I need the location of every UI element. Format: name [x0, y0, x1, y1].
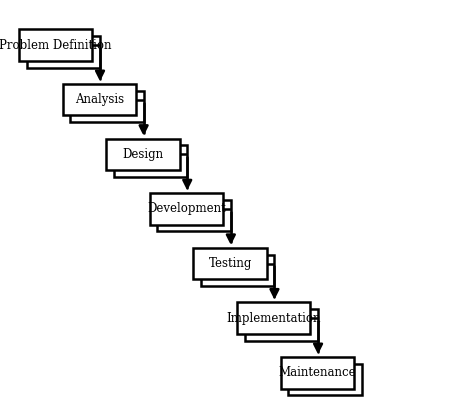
Bar	[106, 139, 180, 170]
Text: Design: Design	[122, 148, 164, 161]
Text: Problem Definition: Problem Definition	[0, 39, 112, 52]
Bar	[288, 364, 362, 395]
Bar	[114, 145, 187, 177]
Bar	[70, 91, 144, 122]
Bar	[201, 255, 274, 286]
Bar	[27, 36, 100, 68]
Text: Maintenance: Maintenance	[279, 366, 356, 379]
Bar	[237, 302, 310, 334]
Text: Implementation: Implementation	[227, 312, 321, 325]
Text: Development: Development	[147, 202, 226, 215]
Bar	[63, 84, 136, 116]
Bar	[19, 29, 92, 61]
Bar	[150, 193, 223, 225]
Bar	[157, 200, 231, 231]
Bar	[281, 357, 354, 388]
Bar	[245, 309, 318, 341]
Text: Testing: Testing	[209, 257, 252, 270]
Text: Analysis: Analysis	[75, 93, 124, 106]
Bar	[193, 248, 267, 279]
